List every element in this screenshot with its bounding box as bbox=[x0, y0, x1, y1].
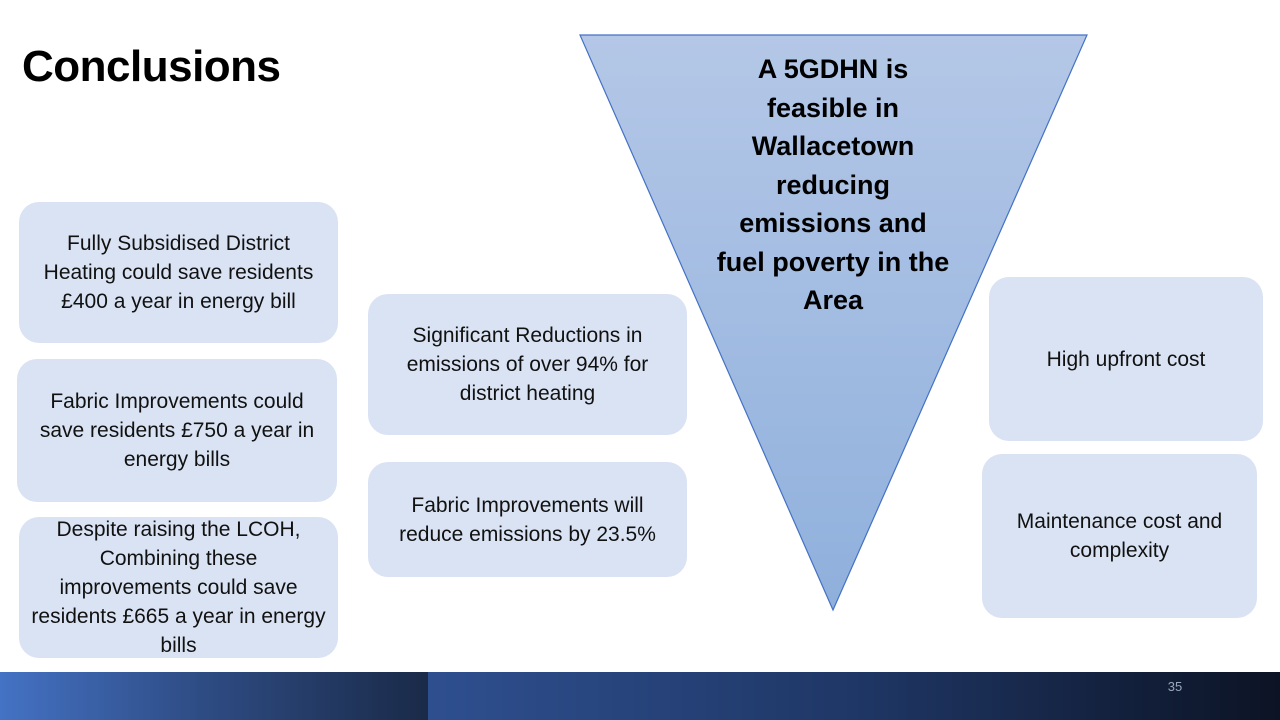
emissions-district-heating-text: Significant Reductions in emissions of o… bbox=[406, 324, 649, 405]
saving-combined-box: Despite raising the LCOH, Combining thes… bbox=[19, 517, 338, 658]
triangle-shape bbox=[579, 34, 1088, 612]
maintenance-cost-text: Maintenance cost and complexity bbox=[1016, 510, 1223, 562]
upfront-cost-box: High upfront cost bbox=[989, 277, 1263, 441]
footer-band-right bbox=[428, 672, 1280, 720]
emissions-district-heating-box: Significant Reductions in emissions of o… bbox=[368, 294, 687, 435]
maintenance-cost-box: Maintenance cost and complexity bbox=[982, 454, 1257, 618]
triangle-statement: A 5GDHN is feasible in Wallacetown reduc… bbox=[716, 54, 950, 315]
saving-fabric-box: Fabric Improvements could save residents… bbox=[17, 359, 337, 502]
slide-title: Conclusions bbox=[22, 42, 281, 91]
saving-combined-text: Despite raising the LCOH, Combining thes… bbox=[31, 518, 326, 657]
footer-band-left bbox=[0, 672, 428, 720]
slide-number: 35 bbox=[1167, 679, 1183, 694]
emissions-fabric-text: Fabric Improvements will reduce emission… bbox=[399, 493, 656, 546]
saving-district-heating-box: Fully Subsidised District Heating could … bbox=[19, 202, 338, 343]
emissions-fabric-box: Fabric Improvements will reduce emission… bbox=[368, 462, 687, 577]
saving-district-heating-text: Fully Subsidised District Heating could … bbox=[43, 232, 314, 313]
conclusion-triangle bbox=[578, 33, 1090, 613]
upfront-cost-text: High upfront cost bbox=[1046, 347, 1206, 371]
saving-fabric-text: Fabric Improvements could save residents… bbox=[39, 390, 315, 471]
